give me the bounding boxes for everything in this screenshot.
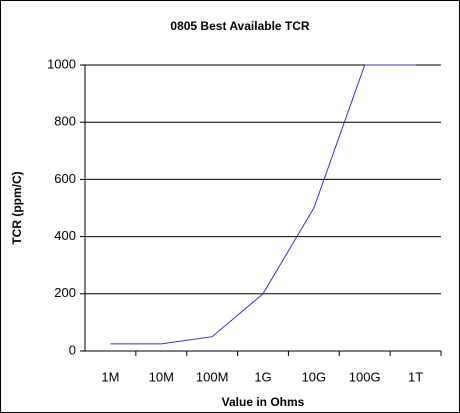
y-tick-label: 200 (54, 285, 76, 300)
x-tick-label: 1T (408, 369, 423, 384)
x-tick-label: 10G (302, 369, 327, 384)
y-tick-label: 0 (69, 342, 76, 357)
chart-title: 0805 Best Available TCR (170, 19, 310, 33)
x-tick-label: 100M (196, 369, 229, 384)
x-axis-label: Value in Ohms (222, 395, 305, 409)
y-tick-label: 800 (54, 114, 76, 129)
x-tick-label: 1G (254, 369, 271, 384)
line-series (110, 64, 416, 345)
y-tick-label: 600 (54, 171, 76, 186)
y-axis-label: TCR (ppm/C) (10, 171, 24, 244)
y-tick-label: 400 (54, 228, 76, 243)
y-tick-label: 1000 (47, 56, 76, 71)
x-tick-label: 100G (349, 369, 381, 384)
x-tick-label: 10M (149, 369, 174, 384)
x-tick-label: 1M (101, 369, 119, 384)
